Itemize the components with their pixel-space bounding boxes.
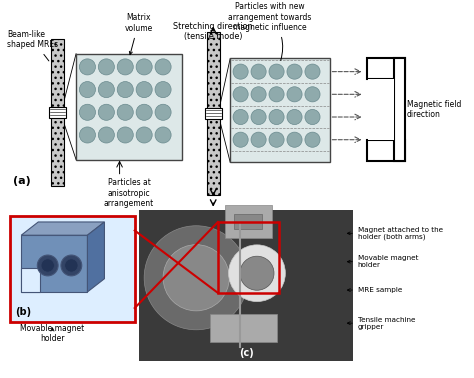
Bar [210, 314, 276, 342]
Bar [394, 58, 405, 161]
Circle shape [136, 82, 152, 98]
Bar [10, 216, 135, 322]
Bar [51, 39, 64, 186]
Circle shape [251, 110, 266, 125]
Circle shape [240, 256, 274, 290]
Circle shape [98, 59, 114, 75]
Bar [207, 32, 220, 195]
Circle shape [269, 87, 284, 102]
Circle shape [228, 245, 285, 302]
Text: Particles with new
arrangement towards
magnetic influence: Particles with new arrangement towards m… [228, 2, 311, 60]
Circle shape [79, 59, 95, 75]
Bar [205, 108, 222, 119]
Circle shape [287, 87, 302, 102]
Circle shape [155, 59, 171, 75]
Bar [218, 222, 279, 293]
Bar [230, 58, 329, 163]
Circle shape [117, 59, 133, 75]
Bar [367, 58, 405, 79]
Circle shape [163, 245, 229, 311]
Text: (a): (a) [13, 176, 30, 186]
Polygon shape [21, 268, 40, 292]
Text: MRE sample: MRE sample [347, 287, 402, 293]
Text: Particles at
anisotropic
arrangement: Particles at anisotropic arrangement [104, 178, 154, 208]
Text: Tensile machine
gripper: Tensile machine gripper [347, 317, 415, 330]
Polygon shape [87, 222, 104, 292]
Circle shape [287, 110, 302, 125]
Circle shape [65, 259, 78, 272]
Circle shape [79, 82, 95, 98]
Text: (b): (b) [16, 307, 32, 316]
Bar [225, 205, 272, 238]
Text: Magnetic field
direction: Magnetic field direction [407, 100, 461, 119]
Bar [139, 210, 353, 361]
Circle shape [155, 82, 171, 98]
Circle shape [41, 259, 55, 272]
Circle shape [117, 82, 133, 98]
Circle shape [251, 132, 266, 147]
Circle shape [61, 255, 82, 276]
Circle shape [233, 64, 248, 79]
Circle shape [144, 226, 248, 330]
Circle shape [98, 127, 114, 143]
Bar [367, 140, 405, 161]
Text: Stretching direction
(tensile mode): Stretching direction (tensile mode) [173, 22, 253, 41]
Circle shape [155, 127, 171, 143]
Circle shape [136, 59, 152, 75]
Circle shape [287, 64, 302, 79]
Circle shape [117, 104, 133, 120]
Text: Movable magnet
holder: Movable magnet holder [347, 255, 419, 268]
Circle shape [233, 87, 248, 102]
Circle shape [287, 132, 302, 147]
Text: Movable magnet
holder: Movable magnet holder [20, 324, 84, 343]
Circle shape [79, 127, 95, 143]
Circle shape [251, 87, 266, 102]
Text: (c): (c) [239, 348, 254, 358]
Circle shape [98, 104, 114, 120]
Circle shape [269, 132, 284, 147]
Polygon shape [21, 222, 104, 235]
Circle shape [117, 127, 133, 143]
Circle shape [136, 104, 152, 120]
Circle shape [233, 132, 248, 147]
Circle shape [305, 132, 320, 147]
Circle shape [98, 82, 114, 98]
Text: Beam-like
shaped MREs: Beam-like shaped MREs [7, 30, 58, 61]
Bar [234, 214, 263, 229]
Bar [368, 79, 394, 140]
Circle shape [305, 87, 320, 102]
Circle shape [269, 110, 284, 125]
Circle shape [37, 255, 58, 276]
Circle shape [305, 64, 320, 79]
Circle shape [233, 110, 248, 125]
Circle shape [305, 110, 320, 125]
Circle shape [269, 64, 284, 79]
Circle shape [79, 104, 95, 120]
Bar [21, 235, 87, 292]
Circle shape [155, 104, 171, 120]
Text: Magnet attached to the
holder (both arms): Magnet attached to the holder (both arms… [347, 226, 443, 240]
Text: Matrix
volume: Matrix volume [124, 14, 153, 55]
Bar [76, 54, 182, 160]
Bar [49, 107, 66, 118]
Circle shape [251, 64, 266, 79]
Circle shape [136, 127, 152, 143]
